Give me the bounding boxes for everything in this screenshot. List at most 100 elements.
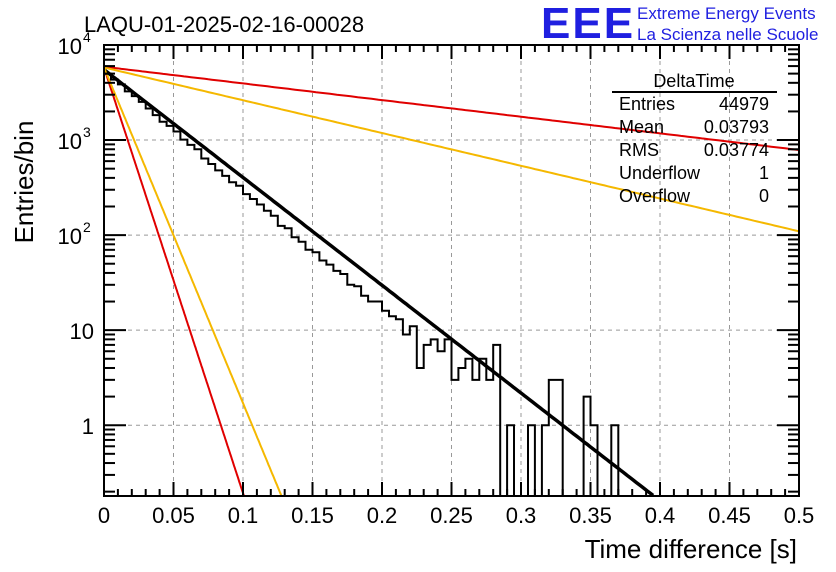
histogram-bin [445,339,452,496]
histogram-bin [479,359,486,496]
curve-yellow-steep [103,67,289,497]
histogram-bin [361,296,368,496]
x-tick-label: 0.25 [430,503,473,528]
stats-box: DeltaTime Entries 44979 Mean 0.03793 RMS 0.03… [612,71,777,206]
y-tick-exponent: 3 [83,124,91,140]
stats-label: RMS [619,140,659,160]
histogram-bin [236,186,243,496]
y-tick-label: 10 [58,34,82,59]
curve-red-shallow [103,65,800,151]
histogram-bin [194,149,201,496]
histogram-layer [104,72,799,497]
stats-label: Mean [619,117,664,137]
histogram-bin [472,380,479,496]
histogram-bin [549,380,556,496]
x-tick-label: 0.15 [291,503,334,528]
histogram-bin [285,228,292,496]
histogram-bin [160,122,167,496]
y-tick-label: 10 [70,319,94,344]
histogram-bin [403,335,410,496]
histogram-bin [146,108,153,496]
grid [104,45,799,496]
x-tick-label: 0.5 [784,503,815,528]
stats-label: Entries [619,94,675,114]
histogram-bin [243,194,250,496]
histogram-bin [313,252,320,496]
y-axis-title: Entries/bin [9,121,39,244]
axes: 0 0.05 0.1 0.15 0.2 0.25 0.3 0.35 0.4 0.45 0.51101… [58,29,815,528]
curve-yellow-shallow [103,66,800,233]
y-tick-label: 10 [58,129,82,154]
curve-red-steep [103,67,253,497]
histogram-bin [187,145,194,496]
histogram-bin [486,380,493,496]
x-tick-label: 0.3 [506,503,537,528]
histogram-bin [264,211,271,496]
histogram-bin [326,265,333,496]
histogram-bin [375,302,382,496]
histogram-bin [493,345,500,496]
stats-label: Overflow [619,186,691,206]
histogram-bin [153,115,160,496]
histogram-bin [382,311,389,496]
histogram-bin [458,368,465,496]
histogram-bin [556,380,563,496]
histogram-bin [250,199,257,496]
histogram-bin [424,345,431,496]
histogram-bin [271,216,278,496]
series-layer [102,65,800,497]
histogram-bin [306,250,313,496]
stats-label: Underflow [619,163,701,183]
curve-fit [102,68,655,497]
x-tick-label: 0.4 [645,503,676,528]
logo-line1: Extreme Energy Events [637,4,816,23]
histogram-bin [340,274,347,496]
stats-title: DeltaTime [653,71,734,91]
y-tick-exponent: 4 [83,29,91,45]
histogram-bin [368,302,375,496]
logo-letters: EEE [541,0,635,48]
y-tick-label: 10 [58,224,82,249]
x-tick-label: 0.05 [152,503,195,528]
histogram-bin [389,316,396,496]
x-axis-title: Time difference [s] [585,534,797,564]
histogram-bin [333,271,340,496]
chart-title: LAQU-01-2025-02-16-00028 [84,12,364,37]
histogram-bin [174,132,181,496]
histogram-outline [104,72,799,497]
histogram-bin [611,425,618,496]
histogram-bin [465,359,472,496]
x-tick-label: 0.35 [569,503,612,528]
histogram-bin [229,182,236,496]
histogram-bin [410,326,417,496]
stats-value: 0.03774 [704,140,769,160]
histogram-bin [299,242,306,496]
histogram-bin [319,261,326,496]
histogram-bin [167,126,174,496]
x-tick-label: 0.45 [708,503,751,528]
stats-value: 0 [759,186,769,206]
histogram-bin [438,351,445,496]
histogram-bin [417,368,424,496]
histogram-bin [347,285,354,496]
histogram-bin [354,286,361,496]
x-tick-label: 0 [98,503,110,528]
histogram-bin [118,84,125,496]
logo-line2: La Scienza nelle Scuole [637,25,818,44]
stats-value: 44979 [719,94,769,114]
eee-logo: EEE Extreme Energy Events La Scienza nel… [541,0,818,48]
y-tick-label: 1 [82,414,94,439]
stats-value: 1 [759,163,769,183]
histogram-bin [215,170,222,496]
histogram-bin [201,158,208,496]
x-tick-label: 0.1 [228,503,259,528]
y-tick-exponent: 2 [83,219,91,235]
histogram-bin [292,237,299,496]
histogram-bin [452,380,459,496]
histogram-bin [431,339,438,496]
histogram-bin [591,425,598,496]
x-tick-label: 0.2 [367,503,398,528]
plot-frame [103,44,800,497]
histogram-bin [278,226,285,496]
